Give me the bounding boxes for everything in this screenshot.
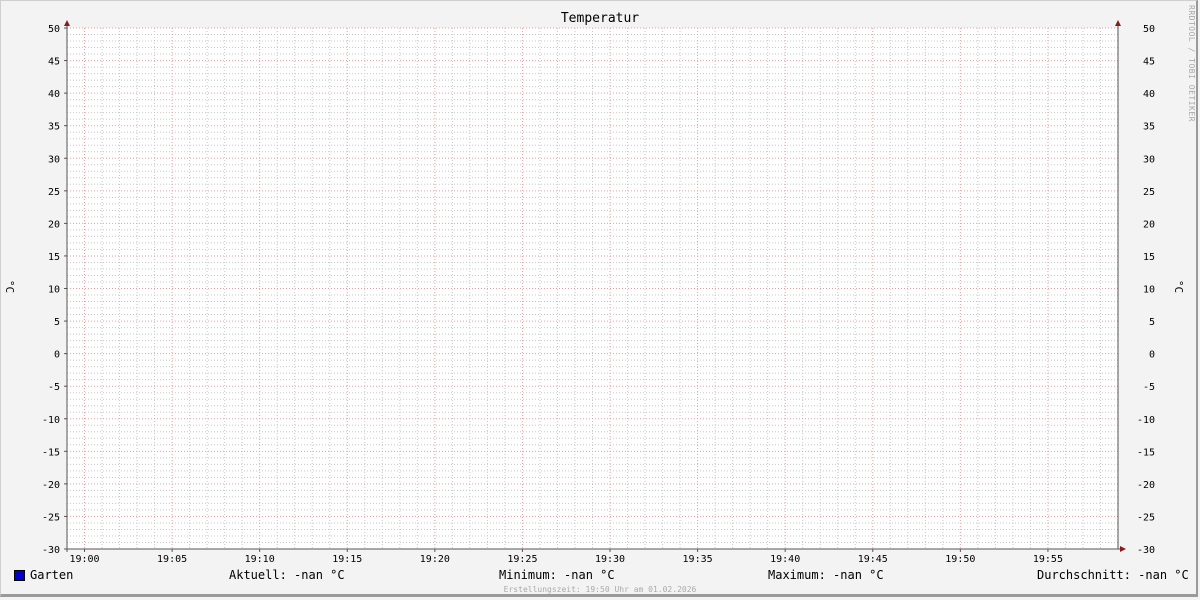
x-tick-label: 19:30 (595, 554, 625, 565)
y-tick-label-right: 25 (1143, 187, 1155, 198)
y-axis-arrow-left (64, 20, 70, 26)
y-tick-label-left: 35 (48, 122, 60, 133)
y-tick-label-left: 40 (48, 89, 60, 100)
y-tick-label-right: 15 (1143, 252, 1155, 263)
legend-minimum: Minimum: -nan °C (499, 568, 615, 582)
y-tick-label-left: -5 (48, 382, 60, 393)
legend-current: Aktuell: -nan °C (229, 568, 345, 582)
x-tick-label: 19:45 (858, 554, 888, 565)
y-tick-label-right: 45 (1143, 57, 1155, 68)
y-tick-label-right: -15 (1137, 447, 1155, 458)
x-axis-arrow (1120, 546, 1126, 552)
y-tick-label-left: 10 (48, 285, 60, 296)
y-tick-label-right: 35 (1143, 122, 1155, 133)
chart-title: Temperatur (560, 11, 640, 26)
y-tick-label-right: 40 (1143, 89, 1155, 100)
y-tick-label-left: 25 (48, 187, 60, 198)
y-tick-label-left: 45 (48, 57, 60, 68)
y-axis-label-right: °C (1172, 279, 1186, 294)
y-tick-label-right: -10 (1137, 415, 1155, 426)
x-tick-label: 19:05 (157, 554, 187, 565)
x-tick-label: 19:55 (1033, 554, 1063, 565)
x-tick-label: 19:10 (245, 554, 275, 565)
y-tick-label-right: -25 (1137, 512, 1155, 523)
creation-time: Erstellungszeit: 19:50 Uhr am 01.02.2026 (503, 585, 697, 594)
x-tick-label: 19:00 (69, 554, 99, 565)
y-tick-label-left: -25 (42, 512, 60, 523)
x-tick-label: 19:20 (420, 554, 450, 565)
legend-series-name: Garten (30, 568, 74, 582)
legend-swatch-garten (14, 570, 25, 581)
y-tick-label-left: 5 (54, 317, 60, 328)
y-tick-label-left: 30 (48, 154, 60, 165)
y-tick-label-left: 50 (48, 24, 60, 35)
y-tick-label-right: 0 (1149, 350, 1155, 361)
x-tick-label: 19:15 (332, 554, 362, 565)
y-axis-label-left: °C (3, 279, 17, 294)
y-tick-label-right: 5 (1149, 317, 1155, 328)
y-tick-label-left: 15 (48, 252, 60, 263)
watermark: RRDTOOL / TOBI OETIKER (1187, 5, 1196, 122)
x-tick-label: 19:50 (945, 554, 975, 565)
y-tick-label-right: 50 (1143, 24, 1155, 35)
y-tick-label-left: -30 (42, 545, 60, 556)
y-tick-label-right: 20 (1143, 219, 1155, 230)
y-tick-label-left: 0 (54, 350, 60, 361)
x-tick-label: 19:40 (770, 554, 800, 565)
y-tick-label-left: -10 (42, 415, 60, 426)
y-tick-label-left: -20 (42, 480, 60, 491)
y-axis-arrow-right (1115, 20, 1121, 26)
y-tick-label-right: 30 (1143, 154, 1155, 165)
x-tick-label: 19:35 (683, 554, 713, 565)
x-tick-label: 19:25 (507, 554, 537, 565)
y-tick-label-left: 20 (48, 219, 60, 230)
y-tick-label-right: -20 (1137, 480, 1155, 491)
y-tick-label-right: -30 (1137, 545, 1155, 556)
y-tick-label-right: -5 (1143, 382, 1155, 393)
legend-average: Durchschnitt: -nan °C (1037, 568, 1189, 582)
y-tick-label-right: 10 (1143, 285, 1155, 296)
y-tick-label-left: -15 (42, 447, 60, 458)
legend-maximum: Maximum: -nan °C (768, 568, 884, 582)
